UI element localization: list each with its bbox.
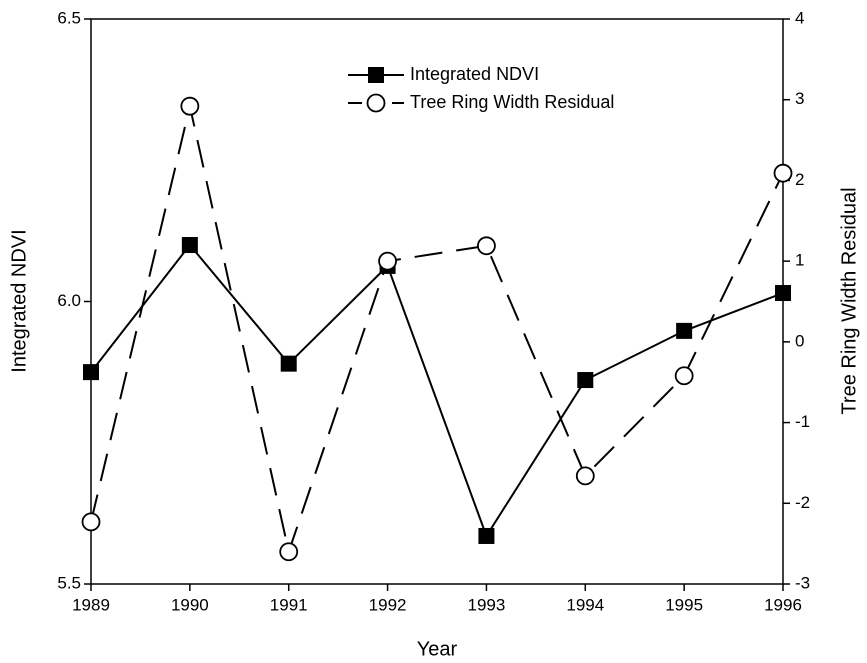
y2-tick-label: 2: [795, 170, 804, 189]
legend-marker: [368, 67, 384, 83]
series-line: [90, 243, 784, 539]
data-point: [181, 237, 198, 253]
y-tick-label: 6.0: [57, 291, 81, 310]
x-tick-label: 1996: [764, 595, 802, 614]
data-point: [577, 372, 594, 389]
y2-tick-label: -2: [795, 493, 810, 512]
data-point: [83, 364, 99, 381]
y2-tick-label: -3: [795, 573, 810, 592]
y-tick-label: 6.5: [57, 8, 81, 27]
legend-label: Tree Ring Width Residual: [410, 92, 614, 112]
data-point: [279, 542, 299, 562]
data-point: [378, 251, 397, 271]
data-point: [676, 322, 693, 339]
data-point: [775, 285, 791, 302]
data-point: [280, 355, 297, 372]
data-point: [674, 366, 694, 386]
legend-marker: [366, 93, 386, 113]
x-tick-label: 1989: [72, 595, 110, 614]
y2-tick-label: 1: [795, 251, 804, 270]
y2-tick-label: 0: [795, 331, 804, 350]
y2-tick-label: 4: [795, 8, 804, 27]
y-tick-label: 5.5: [57, 573, 81, 592]
x-tick-label: 1990: [171, 595, 209, 614]
x-tick-label: 1991: [270, 595, 308, 614]
data-point: [575, 466, 595, 486]
y2-tick-label: 3: [795, 89, 804, 108]
x-axis-label: Year: [417, 638, 458, 660]
data-point: [773, 163, 793, 183]
x-tick-label: 1995: [665, 595, 703, 614]
legend-label: Integrated NDVI: [410, 64, 539, 84]
x-tick-label: 1993: [468, 595, 506, 614]
series-line: [90, 105, 784, 556]
y-axis-label: Integrated NDVI: [8, 229, 30, 372]
x-tick-label: 1994: [566, 595, 604, 614]
data-point: [81, 512, 101, 532]
data-point: [180, 96, 200, 116]
y2-axis-label: Tree Ring Width Residual: [838, 187, 860, 414]
data-point: [478, 527, 495, 544]
y2-tick-label: -1: [795, 412, 810, 431]
data-point: [477, 236, 496, 256]
x-tick-label: 1992: [369, 595, 407, 614]
